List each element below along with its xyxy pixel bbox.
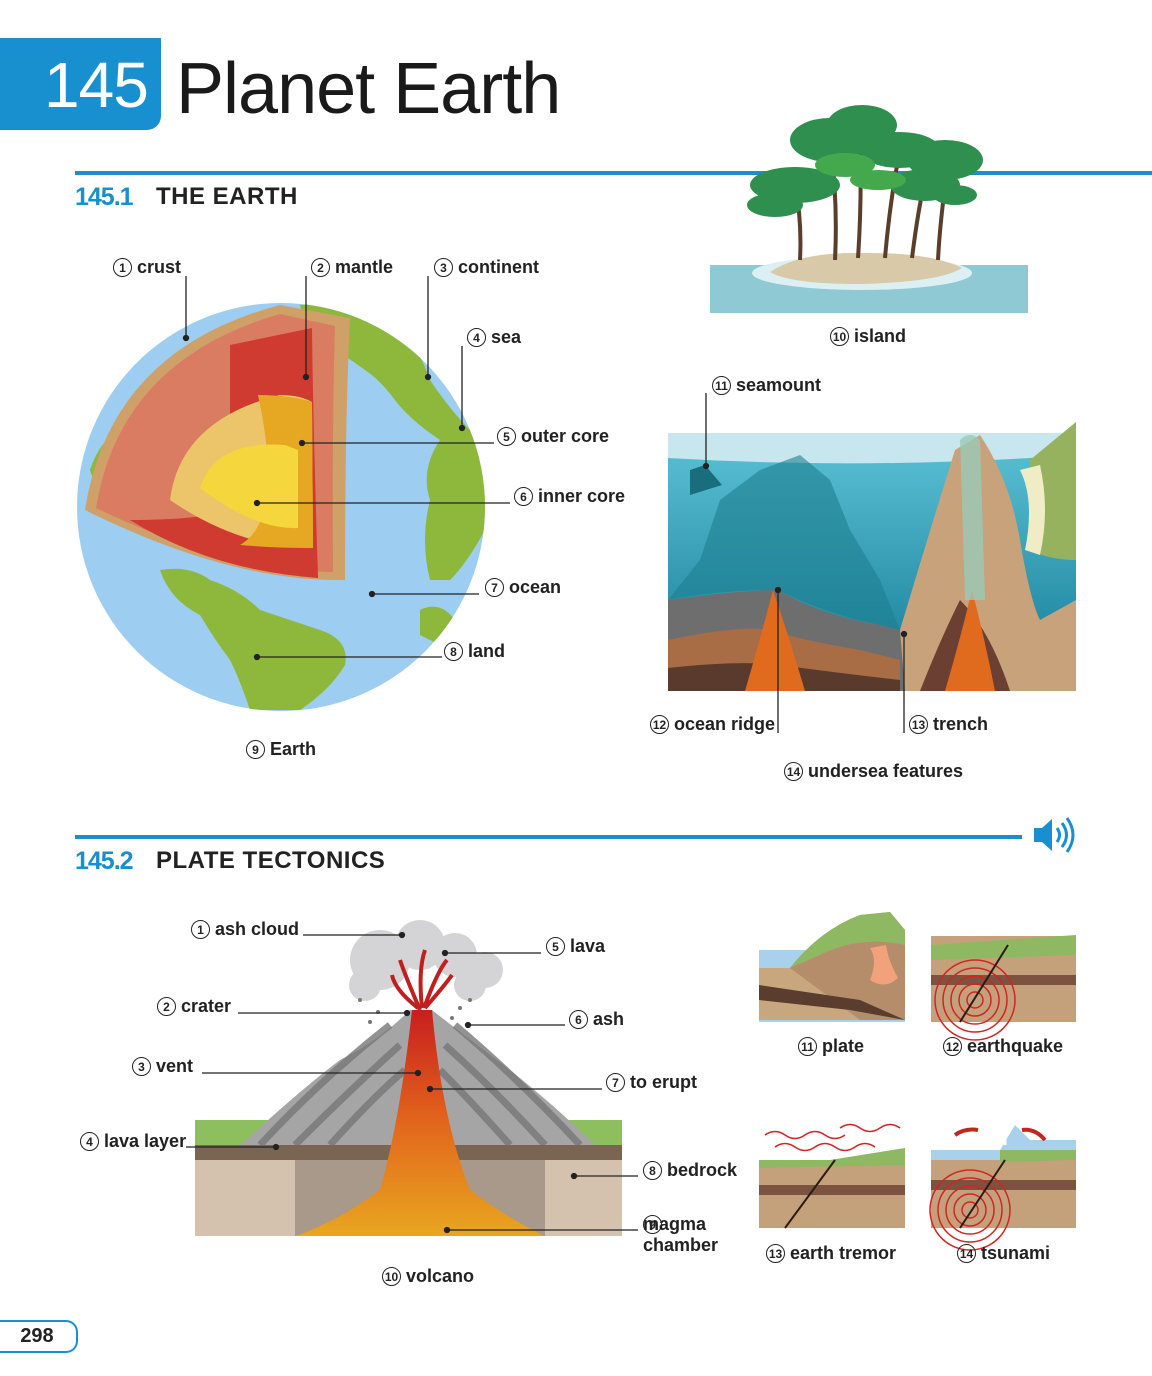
- section-2-title: PLATE TECTONICS: [156, 847, 386, 874]
- label-mantle: 2 mantle: [311, 257, 393, 278]
- label-crater: 2 crater: [157, 996, 231, 1017]
- label-ash: 6 ash: [569, 1009, 624, 1030]
- earthquake-illustration: [931, 935, 1076, 1041]
- label-inner-core: 6 inner core: [514, 486, 625, 507]
- speaker-icon[interactable]: [1030, 815, 1078, 855]
- label-continent: 3 continent: [434, 257, 539, 278]
- label-land: 8 land: [444, 641, 505, 662]
- label-tsunami: 14 tsunami: [957, 1243, 1050, 1264]
- label-earth-tremor: 13 earth tremor: [766, 1243, 896, 1264]
- earth-tremor-illustration: [759, 1123, 905, 1229]
- section-1-rule: [75, 171, 1152, 175]
- chapter-number: 145: [44, 49, 149, 121]
- section-1-number: 145.1: [75, 183, 134, 211]
- island-illustration: [710, 105, 1028, 313]
- plate-illustration: [759, 912, 905, 1022]
- chapter-number-box: [0, 38, 161, 130]
- label-earthquake: 12 earthquake: [943, 1036, 1063, 1057]
- label-lava-layer: 4 lava layer: [80, 1131, 186, 1152]
- label-plate: 11 plate: [798, 1036, 864, 1057]
- label-magma-chamber: 9 magma chamber: [643, 1214, 719, 1255]
- label-seamount: 11 seamount: [712, 375, 821, 396]
- label-ocean-ridge: 12 ocean ridge: [650, 714, 775, 735]
- label-undersea-features: 14 undersea features: [784, 761, 963, 782]
- label-ocean: 7 ocean: [485, 577, 561, 598]
- label-trench: 13 trench: [909, 714, 988, 735]
- label-bedrock: 8 bedrock: [643, 1160, 737, 1181]
- label-sea: 4 sea: [467, 327, 521, 348]
- label-ash-cloud: 1 ash cloud: [191, 919, 299, 940]
- label-to-erupt: 7 to erupt: [606, 1072, 697, 1093]
- chapter-title: Planet Earth: [176, 49, 561, 129]
- label-outer-core: 5 outer core: [497, 426, 609, 447]
- earth-globe-illustration: [77, 303, 485, 711]
- tsunami-illustration: [929, 1125, 1076, 1251]
- undersea-features-illustration: [668, 422, 1076, 691]
- label-earth: 9 Earth: [246, 739, 316, 760]
- section-1-title: THE EARTH: [156, 183, 298, 210]
- label-lava: 5 lava: [546, 936, 605, 957]
- label-volcano: 10 volcano: [382, 1266, 474, 1287]
- label-vent: 3 vent: [132, 1056, 193, 1077]
- section-2-rule: [75, 835, 1022, 839]
- page-number: 298: [0, 1320, 78, 1353]
- label-island: 10 island: [830, 326, 906, 347]
- section-2-number: 145.2: [75, 847, 134, 875]
- volcano-illustration: [195, 920, 622, 1236]
- label-crust: 1 crust: [113, 257, 181, 278]
